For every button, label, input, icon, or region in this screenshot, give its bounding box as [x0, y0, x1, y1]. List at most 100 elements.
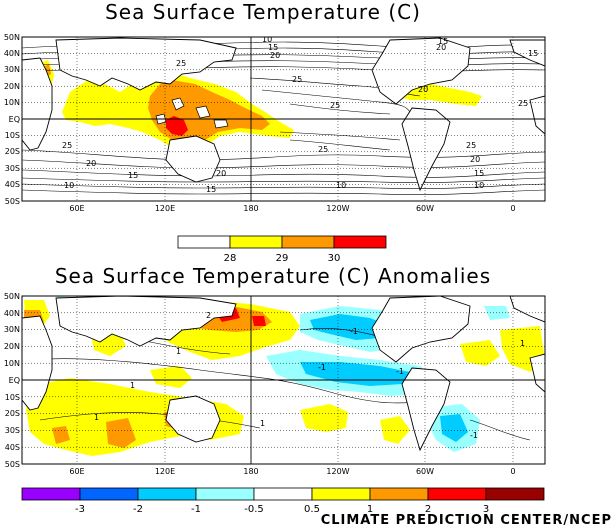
bottom-colorbar-swatch-0 — [21, 487, 81, 501]
svg-text:10S: 10S — [5, 393, 20, 402]
svg-text:15: 15 — [474, 169, 484, 178]
svg-text:20: 20 — [418, 85, 428, 94]
top-lon-labels: 60E 120E 180 120W 60W 0 — [69, 204, 515, 213]
bottom-colorbar-label-4: 0.5 — [304, 504, 320, 515]
svg-text:10: 10 — [474, 181, 484, 190]
svg-text:50N: 50N — [4, 292, 20, 301]
svg-text:-1: -1 — [350, 327, 358, 336]
svg-text:25: 25 — [518, 99, 528, 108]
bottom-colorbar-label-6: 2 — [425, 504, 431, 515]
bottom-lat-labels: 50N 40N 30N 20N 10N EQ 10S 20S 30S 40S 5… — [4, 292, 20, 469]
africa-landmass — [22, 57, 53, 151]
bottom-colorbar-swatch-5 — [311, 487, 371, 501]
top-colorbar-swatch-0 — [177, 235, 231, 249]
bottom-colorbar-swatch-3 — [195, 487, 255, 501]
bottom-colorbar-label-0: -3 — [75, 504, 85, 515]
svg-text:30S: 30S — [5, 164, 20, 173]
top-colorbar-label-0: 28 — [224, 253, 237, 264]
svg-text:1: 1 — [520, 339, 525, 348]
svg-text:40S: 40S — [5, 180, 20, 189]
warm-pool-30 — [166, 116, 188, 136]
svg-text:15: 15 — [128, 171, 138, 180]
bottom-lon-labels: 60E 120E 180 120W 60W 0 — [69, 467, 515, 476]
svg-text:1: 1 — [94, 413, 99, 422]
bottom-colorbar-label-3: -0.5 — [244, 504, 264, 515]
svg-text:20: 20 — [86, 159, 96, 168]
svg-text:-1: -1 — [318, 363, 326, 372]
bottom-colorbar: -3 -2 -1 -0.5 0.5 1 2 3 — [21, 487, 545, 515]
svg-text:20N: 20N — [4, 342, 20, 351]
credit-line: CLIMATE PREDICTION CENTER/NCEP — [321, 513, 612, 528]
svg-text:20: 20 — [216, 169, 226, 178]
bottom-colorbar-swatch-8 — [485, 487, 545, 501]
svg-text:60W: 60W — [416, 204, 434, 213]
svg-text:30S: 30S — [5, 426, 20, 435]
svg-text:20: 20 — [436, 43, 446, 52]
svg-text:180: 180 — [243, 204, 258, 213]
svg-text:60E: 60E — [69, 204, 84, 213]
svg-text:-1: -1 — [470, 431, 478, 440]
svg-text:15: 15 — [438, 37, 448, 46]
svg-text:25: 25 — [176, 59, 186, 68]
svg-text:1: 1 — [130, 381, 135, 390]
svg-text:60E: 60E — [69, 467, 84, 476]
bottom-map-title: Sea Surface Temperature (C) Anomalies — [55, 264, 491, 288]
svg-text:60W: 60W — [416, 467, 434, 476]
top-colorbar: 28 29 30 — [177, 235, 387, 264]
svg-text:30N: 30N — [4, 65, 20, 74]
svg-text:EQ: EQ — [9, 376, 20, 385]
top-colorbar-swatch-1 — [229, 235, 283, 249]
svg-text:15: 15 — [528, 49, 538, 58]
svg-text:2: 2 — [206, 311, 211, 320]
svg-text:30N: 30N — [4, 325, 20, 334]
top-colorbar-swatch-3 — [333, 235, 387, 249]
svg-text:40N: 40N — [4, 309, 20, 318]
svg-text:120W: 120W — [326, 204, 349, 213]
bottom-colorbar-swatch-6 — [369, 487, 429, 501]
bottom-colorbar-label-7: 3 — [483, 504, 489, 515]
bottom-colorbar-label-1: -2 — [133, 504, 143, 515]
svg-text:15: 15 — [206, 185, 216, 194]
svg-text:1: 1 — [176, 347, 181, 356]
svg-text:25: 25 — [292, 75, 302, 84]
top-lat-labels: 50N 40N 30N 20N 10N EQ 10S 20S 30S 40S 5… — [4, 33, 20, 206]
asia-landmass — [55, 37, 237, 91]
bottom-colorbar-label-2: -1 — [191, 504, 201, 515]
bottom-colorbar-swatch-2 — [137, 487, 197, 501]
svg-text:10: 10 — [262, 35, 272, 44]
top-map-panel: 10 15 20 25 25 15 20 15 25 20 25 25 20 1… — [22, 35, 545, 201]
top-map-frame — [21, 36, 546, 202]
svg-text:0: 0 — [510, 204, 515, 213]
svg-text:25: 25 — [466, 141, 476, 150]
svg-text:10: 10 — [336, 181, 346, 190]
svg-text:EQ: EQ — [9, 115, 20, 124]
svg-text:20N: 20N — [4, 82, 20, 91]
svg-text:50N: 50N — [4, 33, 20, 42]
svg-text:40N: 40N — [4, 49, 20, 58]
svg-text:40S: 40S — [5, 443, 20, 452]
svg-text:120E: 120E — [155, 467, 175, 476]
americas-landmass — [371, 37, 471, 105]
top-contour-labels: 10 15 20 25 25 15 20 15 25 20 25 25 20 1… — [62, 35, 538, 194]
svg-text:10: 10 — [64, 181, 74, 190]
svg-text:20S: 20S — [5, 409, 20, 418]
top-colorbar-swatch-2 — [281, 235, 335, 249]
svg-text:25: 25 — [330, 101, 340, 110]
bottom-colorbar-swatch-7 — [427, 487, 487, 501]
svg-text:120E: 120E — [155, 204, 175, 213]
bottom-colorbar-label-5: 1 — [367, 504, 373, 515]
top-map-title: Sea Surface Temperature (C) — [105, 0, 421, 24]
svg-text:25: 25 — [62, 141, 72, 150]
svg-text:0: 0 — [510, 467, 515, 476]
top-colorbar-label-2: 30 — [328, 253, 341, 264]
svg-text:120W: 120W — [326, 467, 349, 476]
svg-text:10S: 10S — [5, 131, 20, 140]
bottom-map-frame — [21, 295, 546, 465]
svg-text:180: 180 — [243, 467, 258, 476]
top-colorbar-label-1: 29 — [276, 253, 289, 264]
svg-text:10N: 10N — [4, 98, 20, 107]
australia-landmass — [165, 135, 221, 183]
svg-text:-1: -1 — [396, 367, 404, 376]
svg-text:10N: 10N — [4, 359, 20, 368]
